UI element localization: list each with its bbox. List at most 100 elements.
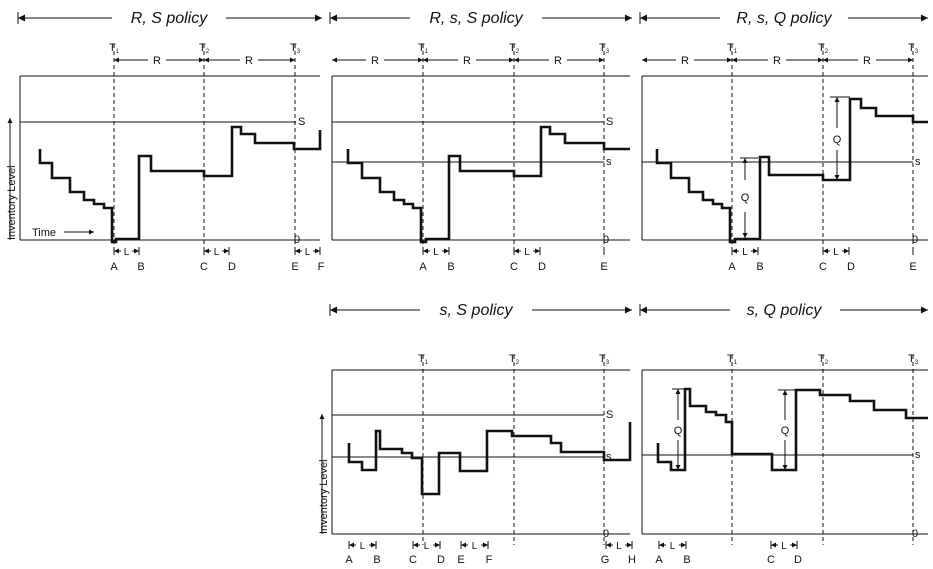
review-label-t1: T1 xyxy=(418,42,429,55)
lead-label: L xyxy=(742,247,748,258)
zero-label: 0 xyxy=(603,528,609,540)
q-label: Q xyxy=(833,134,842,146)
event-label-E: E xyxy=(291,261,298,273)
panel-sq: s, Q policy T1 T2 T3 s 0 Q Q L xyxy=(639,302,928,566)
event-label-B: B xyxy=(373,554,380,566)
event-label-B: B xyxy=(137,261,144,273)
level-label-s: s xyxy=(606,451,612,463)
event-label-H: H xyxy=(628,554,636,566)
event-label-A: A xyxy=(419,261,427,273)
period-label: R xyxy=(863,55,871,67)
review-label-t3: T3 xyxy=(290,42,301,55)
q-label: Q xyxy=(781,425,790,437)
lead-marker: L xyxy=(348,541,377,552)
time-label: Time xyxy=(32,227,56,239)
y-axis-label: Inventory Level xyxy=(6,165,18,240)
lead-marker: L xyxy=(460,541,489,552)
y-axis-label: Inventory Level xyxy=(318,459,330,534)
zero-label: 0 xyxy=(294,234,300,246)
period-label: R xyxy=(773,55,781,67)
period-label: R xyxy=(681,55,689,67)
review-label-t2: T2 xyxy=(818,353,829,366)
review-label-t2: T2 xyxy=(199,42,210,55)
panel-title: R, s, Q policy xyxy=(736,10,832,27)
inventory-path xyxy=(655,97,928,244)
order-quantity-marker: Q xyxy=(778,389,796,470)
inventory-path xyxy=(347,422,632,496)
lead-marker: L xyxy=(513,247,541,258)
lead-marker: L xyxy=(731,247,759,258)
review-label-t1: T1 xyxy=(418,353,429,366)
event-label-E: E xyxy=(600,261,607,273)
review-label-t3: T3 xyxy=(599,353,610,366)
period-label: R xyxy=(245,55,253,67)
lead-marker: L xyxy=(113,247,140,258)
lead-marker: L xyxy=(422,247,450,258)
lead-label: L xyxy=(616,541,622,552)
lead-label: L xyxy=(472,541,478,552)
lead-label: L xyxy=(433,247,439,258)
zero-label: 0 xyxy=(912,234,918,246)
level-label-S: S xyxy=(606,409,613,421)
event-label-A: A xyxy=(345,554,353,566)
lead-label: L xyxy=(833,247,839,258)
panel-title: s, Q policy xyxy=(747,302,823,319)
event-label-E: E xyxy=(457,554,464,566)
event-label-F: F xyxy=(486,554,493,566)
lead-label: L xyxy=(524,247,530,258)
panel-rsq: R, s, Q policy T1 T2 T3 R R R s 0 Q xyxy=(639,10,928,273)
review-label-t2: T2 xyxy=(509,353,520,366)
level-label-S: S xyxy=(298,116,305,128)
inventory-path xyxy=(656,387,928,472)
period-label: R xyxy=(463,55,471,67)
panel-rs: R, S policy T1 T2 T3 R R S 0 Inventory L… xyxy=(6,10,325,273)
event-label-A: A xyxy=(655,554,663,566)
event-label-C: C xyxy=(409,554,417,566)
review-label-t3: T3 xyxy=(908,42,919,55)
review-label-t3: T3 xyxy=(908,353,919,366)
event-label-B: B xyxy=(756,261,763,273)
event-label-G: G xyxy=(601,554,610,566)
review-label-t2: T2 xyxy=(818,42,829,55)
lead-label: L xyxy=(214,247,220,258)
zero-label: 0 xyxy=(912,528,918,540)
level-label-s: s xyxy=(915,449,921,461)
event-label-D: D xyxy=(847,261,855,273)
event-label-D: D xyxy=(437,554,445,566)
level-label-S: S xyxy=(606,116,613,128)
lead-label: L xyxy=(124,247,130,258)
event-label-C: C xyxy=(767,554,775,566)
review-label-t1: T1 xyxy=(727,42,738,55)
event-label-C: C xyxy=(510,261,518,273)
panel-title: R, S policy xyxy=(131,10,208,27)
event-label-A: A xyxy=(110,261,118,273)
event-label-C: C xyxy=(819,261,827,273)
panel-title: R, s, S policy xyxy=(429,10,523,27)
review-label-t1: T1 xyxy=(727,353,738,366)
lead-label: L xyxy=(305,247,311,258)
event-label-B: B xyxy=(683,554,690,566)
order-quantity-marker: Q xyxy=(672,388,685,470)
panel-ss: s, S policy T1 T2 T3 S s 0 Inventory Lev… xyxy=(318,302,636,566)
panel-rss: R, s, S policy T1 T2 T3 R R R S s 0 L xyxy=(329,10,632,273)
panel-title: s, S policy xyxy=(440,302,514,319)
inventory-path xyxy=(38,125,322,244)
review-label-t3: T3 xyxy=(599,42,610,55)
lead-marker: L xyxy=(294,247,321,258)
lead-label: L xyxy=(360,541,366,552)
lead-label: L xyxy=(670,541,676,552)
event-label-B: B xyxy=(447,261,454,273)
lead-marker: L xyxy=(658,541,687,552)
event-label-E: E xyxy=(909,261,916,273)
level-label-s: s xyxy=(915,156,921,168)
lead-marker: L xyxy=(770,541,798,552)
period-label: R xyxy=(153,55,161,67)
lead-marker: L xyxy=(605,541,633,552)
review-label-t2: T2 xyxy=(509,42,520,55)
event-label-D: D xyxy=(228,261,236,273)
q-label: Q xyxy=(674,425,683,437)
order-quantity-marker: Q xyxy=(740,157,758,238)
lead-marker: L xyxy=(412,541,441,552)
q-label: Q xyxy=(741,192,750,204)
